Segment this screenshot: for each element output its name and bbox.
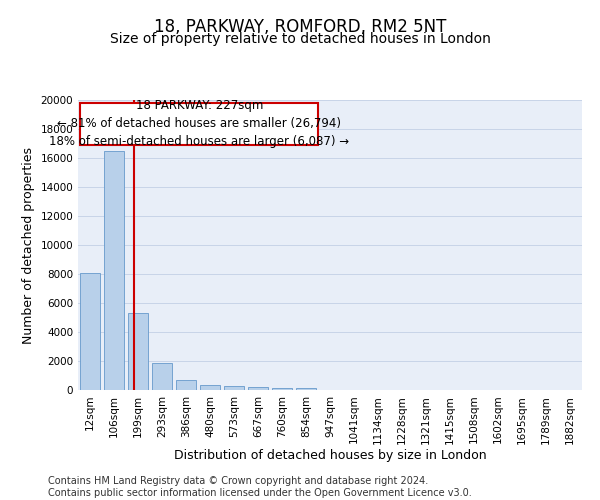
Bar [104,151,124,390]
FancyBboxPatch shape [80,103,318,145]
Text: Size of property relative to detached houses in London: Size of property relative to detached ho… [110,32,490,46]
Bar [248,386,268,390]
Text: 18, PARKWAY, ROMFORD, RM2 5NT: 18, PARKWAY, ROMFORD, RM2 5NT [154,18,446,36]
Y-axis label: Number of detached properties: Number of detached properties [22,146,35,344]
Bar [224,386,244,390]
Bar [128,313,148,390]
Bar [176,380,196,390]
Bar [80,272,100,390]
Bar [152,363,172,390]
Bar [296,388,316,390]
Text: Contains HM Land Registry data © Crown copyright and database right 2024.
Contai: Contains HM Land Registry data © Crown c… [48,476,472,498]
Text: 18 PARKWAY: 227sqm
← 81% of detached houses are smaller (26,794)
18% of semi-det: 18 PARKWAY: 227sqm ← 81% of detached hou… [49,100,349,148]
Bar [200,385,220,390]
X-axis label: Distribution of detached houses by size in London: Distribution of detached houses by size … [173,449,487,462]
Bar [272,388,292,390]
